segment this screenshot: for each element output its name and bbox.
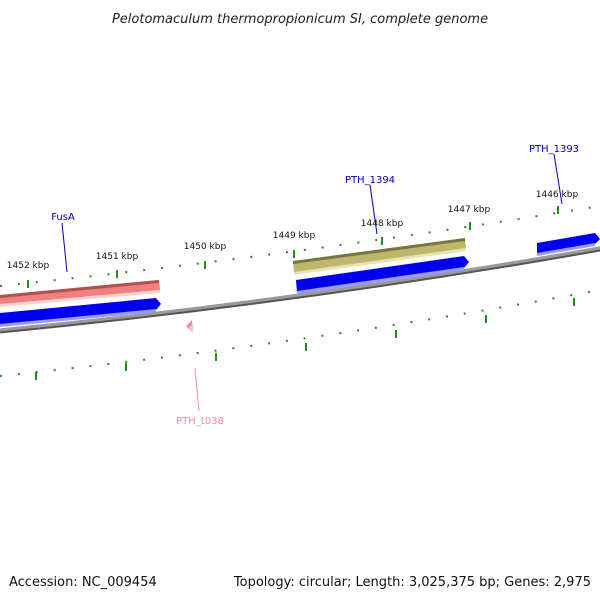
kbp-label: 1447 kbp	[448, 205, 491, 215]
feature-olive-edge	[293, 238, 465, 264]
kbp-label: 1446 kbp	[536, 190, 579, 200]
gene-label-pth1394[interactable]: PTH_1394	[345, 175, 395, 186]
kbp-label: 1450 kbp	[184, 242, 227, 252]
gene-label-fusa[interactable]: FusA	[51, 212, 75, 223]
feature-cds-highlight	[297, 267, 464, 294]
feature-cds-middle[interactable]	[296, 256, 469, 294]
leader-line-pth1393	[553, 153, 563, 205]
accession-text: Accession: NC_009454	[9, 575, 157, 590]
feature-cds-highlight	[537, 243, 595, 256]
feature-rrna-edge	[0, 280, 159, 298]
inner-minor-ticks	[0, 289, 600, 377]
feature-olive[interactable]	[293, 238, 466, 275]
kbp-label: 1451 kbp	[96, 252, 139, 262]
feature-cds-highlight	[0, 309, 156, 327]
feature-olive-highlight	[294, 248, 466, 275]
topology-text: Topology: circular; Length: 3,025,375 bp…	[233, 575, 591, 590]
feature-cds[interactable]	[296, 256, 469, 292]
feature-trna-highlight	[189, 324, 193, 333]
leader-line-pth1394	[369, 184, 378, 235]
kbp-label: 1449 kbp	[273, 231, 316, 241]
feature-rrna-highlight	[0, 290, 160, 307]
gene-label-pth1393[interactable]: PTH_1393	[529, 144, 579, 155]
outer-tick-ring	[0, 205, 600, 288]
feature-cds[interactable]	[537, 233, 600, 254]
inner-tick-ring	[0, 289, 600, 380]
leader-line-ptht038	[194, 367, 200, 412]
feature-cds-right[interactable]	[537, 233, 600, 256]
feature-cds-left[interactable]	[0, 298, 161, 327]
backbone-line	[0, 246, 600, 332]
genome-backbone	[0, 246, 600, 334]
feature-fusa-region[interactable]	[0, 280, 160, 307]
gene-label-ptht038[interactable]: PTH_t038	[176, 416, 224, 427]
gene-labels: FusA PTH_1394 PTH_1393 PTH_t038	[51, 144, 579, 427]
leader-line-fusa	[61, 222, 68, 273]
genome-title: Pelotomaculum thermopropionicum SI, comp…	[112, 12, 488, 27]
kbp-label: 1452 kbp	[7, 261, 50, 271]
feature-cds[interactable]	[0, 298, 161, 325]
kbp-labels: 1452 kbp 1451 kbp 1450 kbp 1449 kbp 1448…	[7, 190, 579, 271]
kbp-label: 1448 kbp	[361, 219, 404, 229]
feature-trna[interactable]	[186, 320, 193, 333]
feature-olive-gene[interactable]	[293, 238, 466, 273]
